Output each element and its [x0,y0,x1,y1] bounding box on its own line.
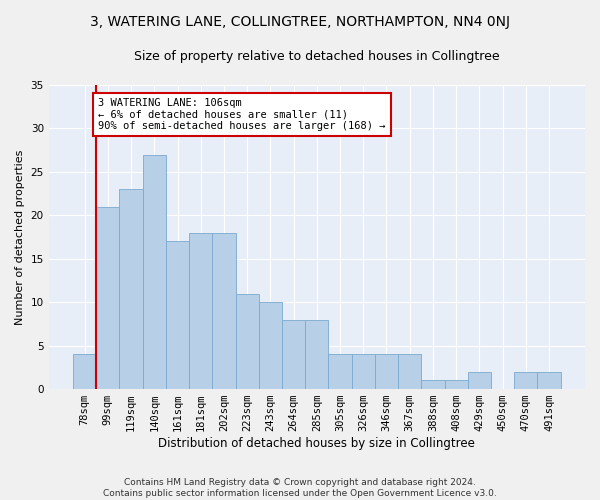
X-axis label: Distribution of detached houses by size in Collingtree: Distribution of detached houses by size … [158,437,475,450]
Bar [328,354,352,389]
Y-axis label: Number of detached properties: Number of detached properties [15,150,25,324]
Bar [73,354,96,389]
Bar [421,380,445,389]
Title: Size of property relative to detached houses in Collingtree: Size of property relative to detached ho… [134,50,500,63]
Bar [398,354,421,389]
Bar [445,380,468,389]
Text: Contains HM Land Registry data © Crown copyright and database right 2024.
Contai: Contains HM Land Registry data © Crown c… [103,478,497,498]
Bar [352,354,375,389]
Bar [514,372,538,389]
Bar [212,232,236,389]
Text: 3 WATERING LANE: 106sqm
← 6% of detached houses are smaller (11)
90% of semi-det: 3 WATERING LANE: 106sqm ← 6% of detached… [98,98,386,131]
Bar [282,320,305,389]
Bar [375,354,398,389]
Bar [143,154,166,389]
Bar [259,302,282,389]
Bar [166,242,189,389]
Bar [538,372,560,389]
Bar [96,206,119,389]
Bar [236,294,259,389]
Text: 3, WATERING LANE, COLLINGTREE, NORTHAMPTON, NN4 0NJ: 3, WATERING LANE, COLLINGTREE, NORTHAMPT… [90,15,510,29]
Bar [305,320,328,389]
Bar [189,232,212,389]
Bar [119,190,143,389]
Bar [468,372,491,389]
